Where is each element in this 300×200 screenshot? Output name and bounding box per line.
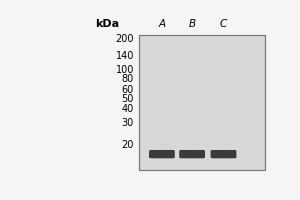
Text: 50: 50 bbox=[122, 94, 134, 104]
Text: 80: 80 bbox=[122, 74, 134, 84]
Bar bbox=[139, 35, 265, 170]
Text: 100: 100 bbox=[116, 65, 134, 75]
Text: kDa: kDa bbox=[95, 19, 119, 29]
Text: 30: 30 bbox=[122, 118, 134, 128]
FancyBboxPatch shape bbox=[211, 150, 236, 158]
Text: C: C bbox=[220, 19, 227, 29]
FancyBboxPatch shape bbox=[179, 150, 205, 158]
Text: 60: 60 bbox=[122, 85, 134, 95]
Text: 140: 140 bbox=[116, 51, 134, 61]
FancyBboxPatch shape bbox=[149, 150, 175, 158]
Text: B: B bbox=[189, 19, 196, 29]
Text: 20: 20 bbox=[122, 140, 134, 150]
Text: 40: 40 bbox=[122, 104, 134, 114]
Bar bbox=[139, 35, 265, 170]
Text: A: A bbox=[158, 19, 166, 29]
Text: 200: 200 bbox=[116, 34, 134, 44]
